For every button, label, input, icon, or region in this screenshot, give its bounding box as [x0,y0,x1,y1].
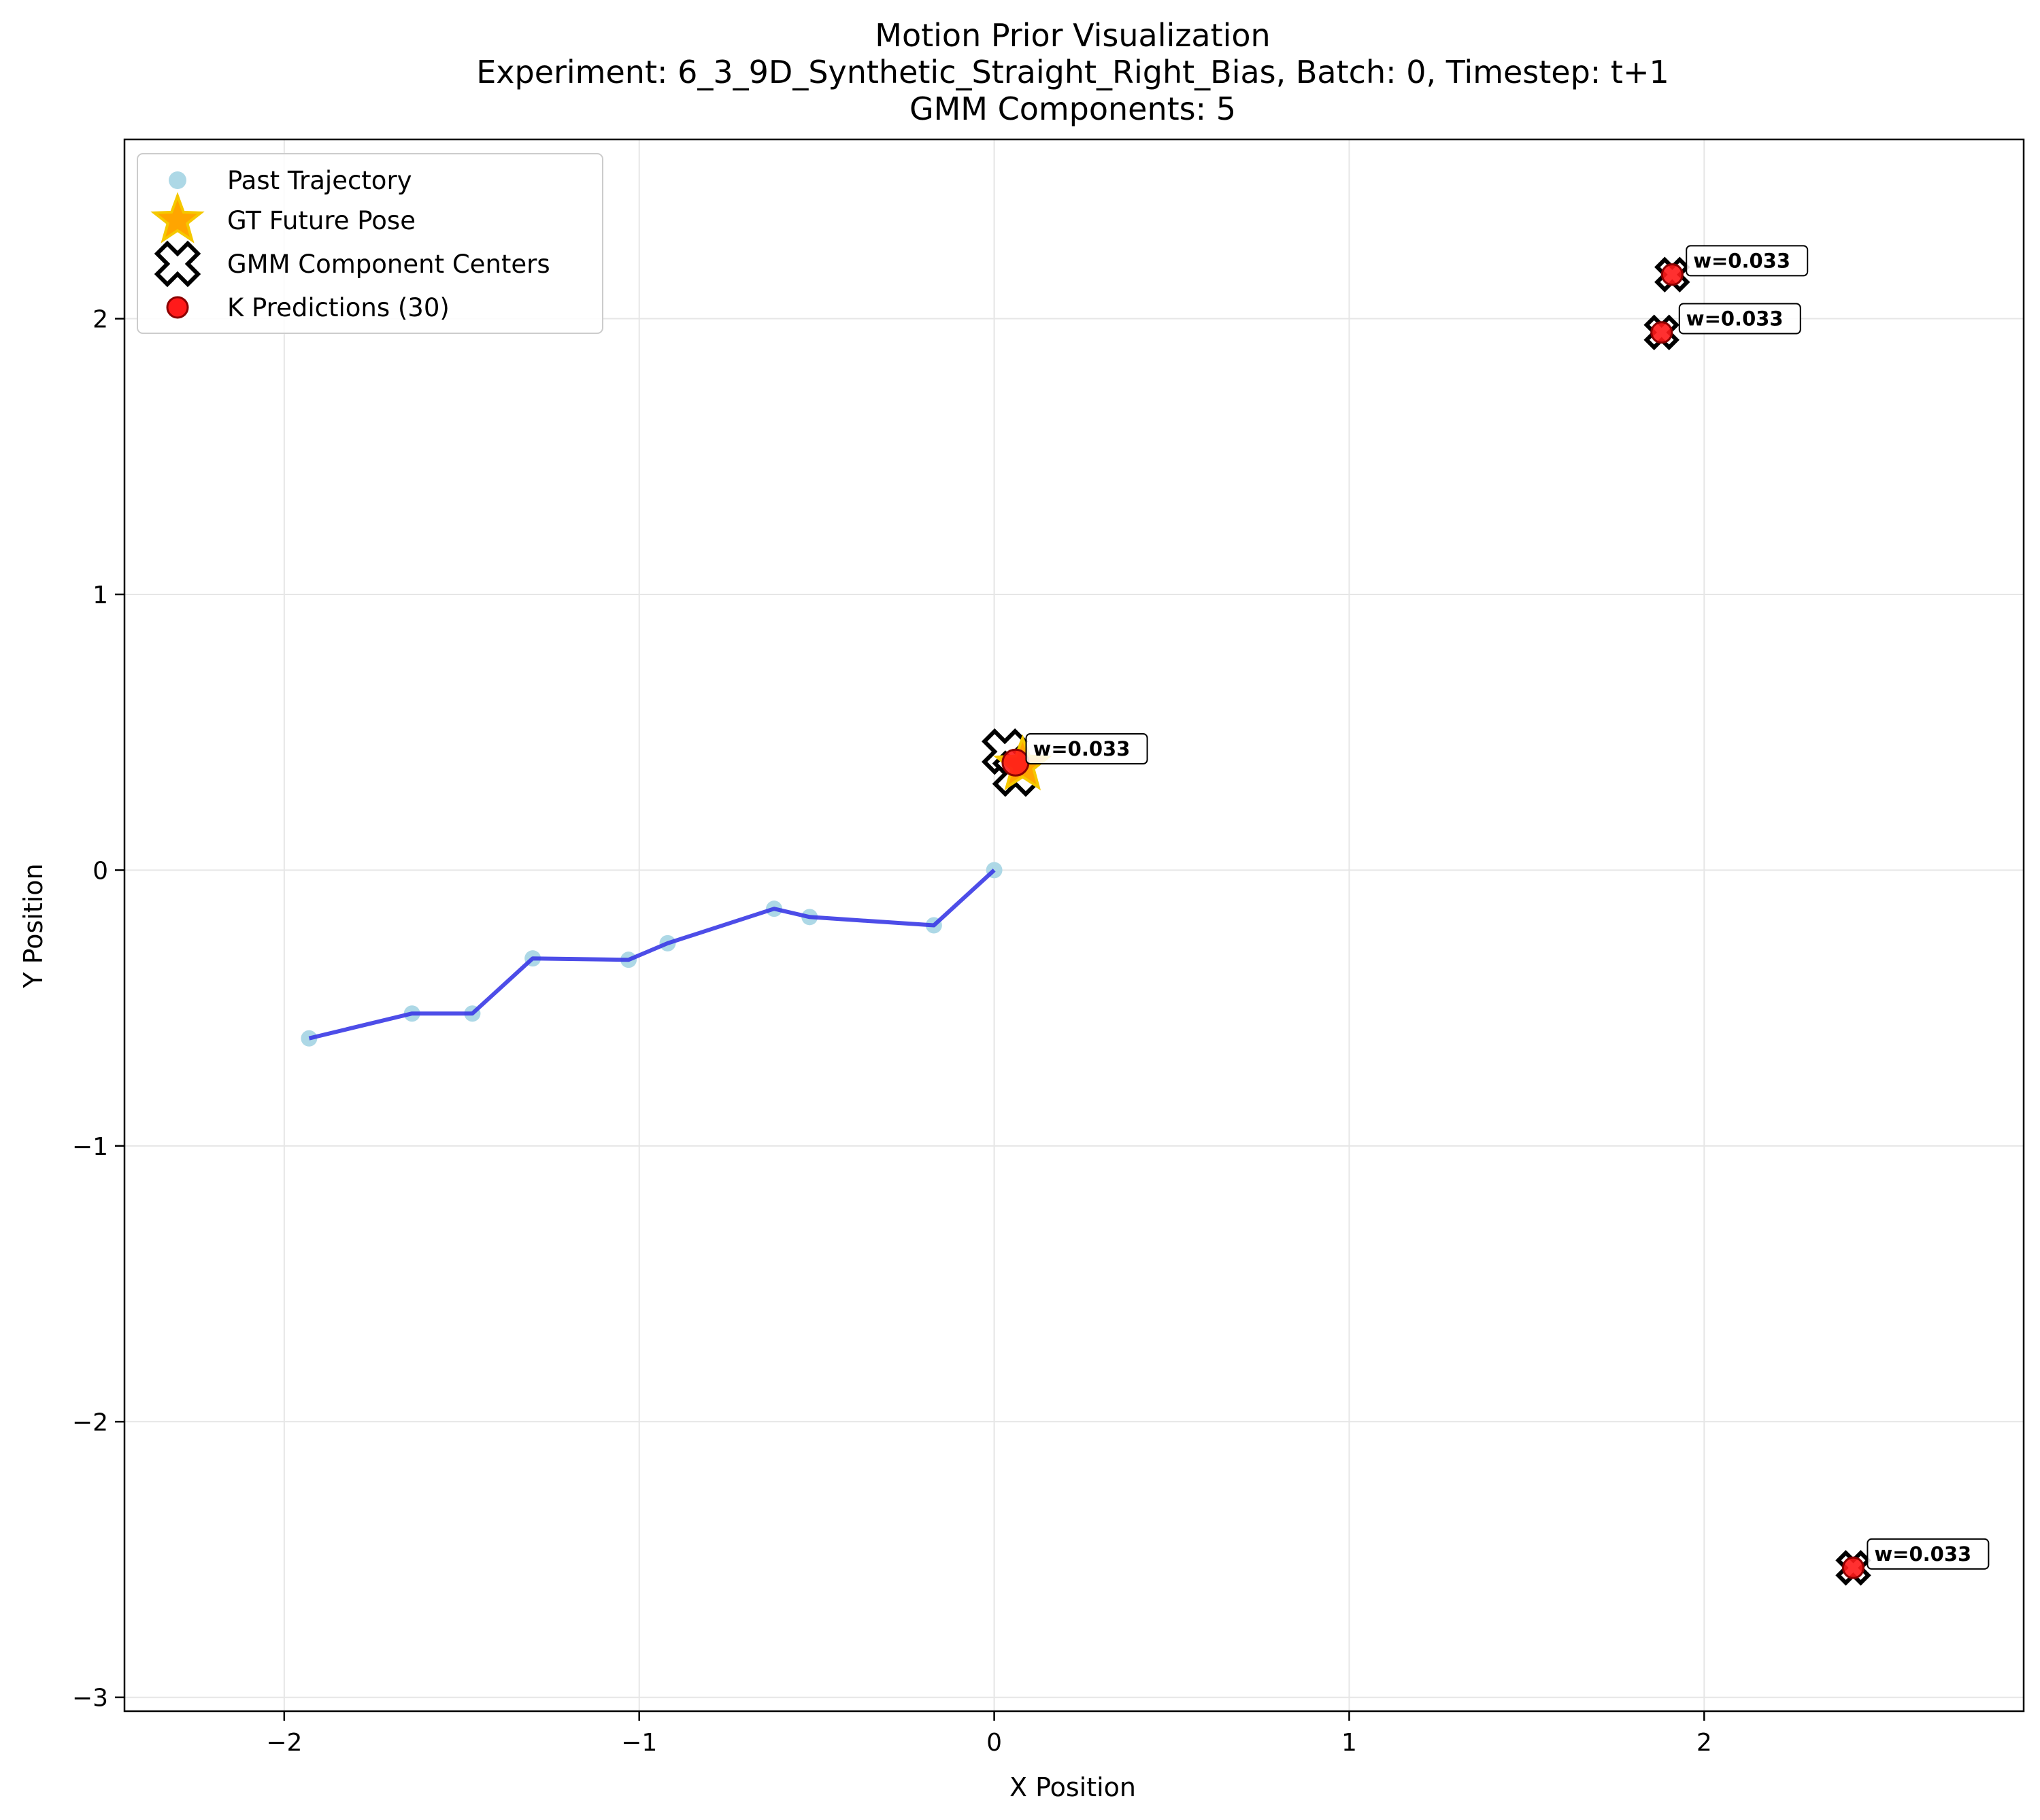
chart-subtitle-line-1: Experiment: 6_3_9D_Synthetic_Straight_Ri… [476,54,1669,90]
x-tick-label-3: 1 [1341,1729,1357,1757]
y-axis-ticks: −3 −2 −1 0 1 2 [72,306,124,1713]
past-trajectory-layer [301,862,1003,1047]
y-tick-label-1: −2 [72,1409,108,1436]
y-tick-label-2: −1 [72,1133,108,1161]
past-trajectory-line [308,869,996,1041]
k-prediction-point-3 [1842,1556,1865,1579]
legend-marker-past-trajectory [169,171,186,189]
x-tick-label-2: 0 [986,1729,1002,1757]
y-tick-label-3: 0 [93,857,108,885]
legend-marker-gt-future-pose [150,192,205,243]
legend-marker-gmm-centers [154,240,201,288]
x-tick-label-4: 2 [1696,1729,1712,1757]
legend-frame [137,153,603,334]
weight-annotation-1: w=0.033 [1686,307,1784,331]
weight-annotation-box-2 [1686,245,1809,277]
legend-marker-k-predictions [166,296,189,319]
legend-label-gt-future-pose: GT Future Pose [227,206,416,235]
x-tick-label-0: −2 [266,1729,302,1757]
y-tick-label-4: 1 [93,582,108,609]
chart-subtitle-line-2: GMM Components: 5 [909,90,1236,127]
past-trajectory-point-0 [301,1030,318,1047]
weight-annotations-layer: w=0.033 w=0.033 w=0.033 w=0.033 [1025,245,1990,1570]
k-prediction-point-2 [1660,263,1684,286]
k-predictions-layer [1001,263,1865,1579]
plot-frame [123,138,2025,1713]
x-axis-label: X Position [1009,1772,1136,1802]
weight-annotation-box-3 [1867,1538,1990,1570]
weight-annotation-box-0 [1025,733,1148,765]
weight-annotation-3: w=0.033 [1874,1543,1971,1566]
legend-label-gmm-centers: GMM Component Centers [227,250,550,279]
k-prediction-point-0 [1001,748,1030,777]
y-tick-label-5: 2 [93,306,108,334]
x-tick-label-1: −1 [621,1729,657,1757]
legend-label-past-trajectory: Past Trajectory [227,166,412,195]
y-tick-label-0: −3 [72,1685,108,1713]
x-axis-ticks: −2 −1 0 1 2 [266,1711,1712,1757]
weight-annotation-box-1 [1678,303,1801,335]
weight-annotation-0: w=0.033 [1033,737,1131,760]
weight-annotation-2: w=0.033 [1693,249,1790,272]
y-axis-label: Y Position [18,863,48,988]
legend-label-k-predictions: K Predictions (30) [227,293,450,322]
k-prediction-point-1 [1650,321,1673,344]
legend: Past Trajectory GT Future Pose GMM Compo… [137,153,603,334]
chart-title: Motion Prior Visualization [875,17,1270,54]
